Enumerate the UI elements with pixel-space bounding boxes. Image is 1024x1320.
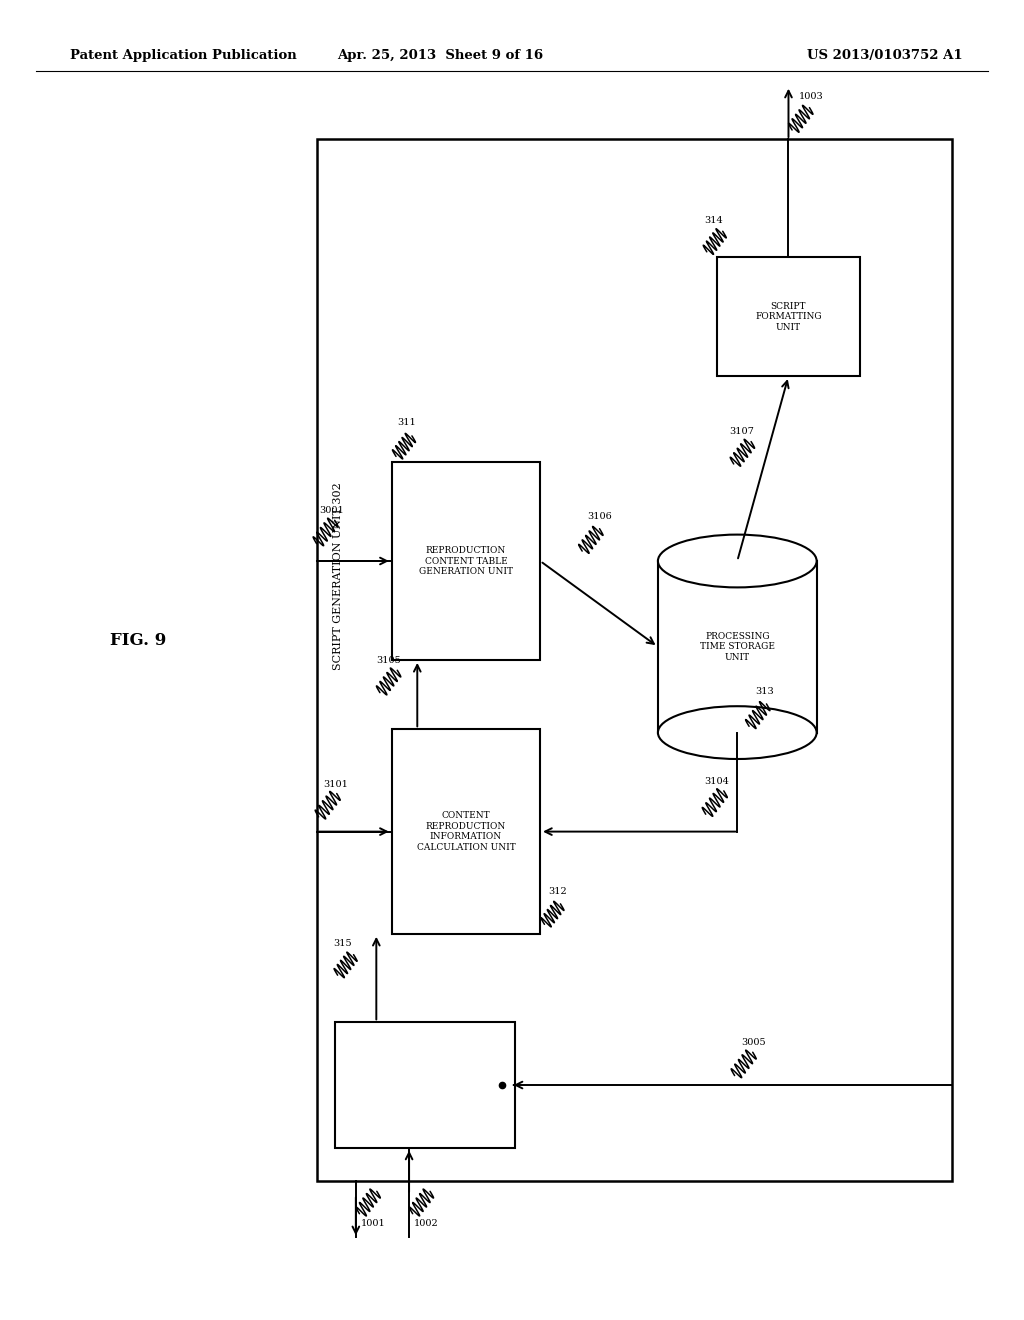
Text: 314: 314 — [705, 216, 723, 224]
Text: 315: 315 — [334, 940, 352, 948]
Text: REPRODUCTION
CONTENT TABLE
GENERATION UNIT: REPRODUCTION CONTENT TABLE GENERATION UN… — [419, 546, 513, 576]
Text: 3105: 3105 — [377, 656, 401, 665]
Text: 1003: 1003 — [799, 92, 823, 100]
Text: 1002: 1002 — [414, 1220, 439, 1228]
FancyBboxPatch shape — [717, 257, 860, 376]
FancyBboxPatch shape — [391, 729, 541, 935]
Text: 3005: 3005 — [741, 1039, 766, 1047]
Text: Patent Application Publication: Patent Application Publication — [70, 49, 296, 62]
Text: 3104: 3104 — [705, 777, 729, 785]
Text: Apr. 25, 2013  Sheet 9 of 16: Apr. 25, 2013 Sheet 9 of 16 — [337, 49, 544, 62]
FancyBboxPatch shape — [317, 139, 952, 1181]
Ellipse shape — [657, 535, 817, 587]
Text: SCRIPT
FORMATTING
UNIT: SCRIPT FORMATTING UNIT — [755, 302, 822, 331]
Text: PROCESSING
TIME STORAGE
UNIT: PROCESSING TIME STORAGE UNIT — [699, 632, 775, 661]
Text: 312: 312 — [549, 887, 567, 896]
Text: CONTENT
REPRODUCTION
INFORMATION
CALCULATION UNIT: CONTENT REPRODUCTION INFORMATION CALCULA… — [417, 812, 515, 851]
FancyBboxPatch shape — [391, 462, 541, 660]
FancyBboxPatch shape — [657, 561, 817, 733]
Text: 1001: 1001 — [361, 1220, 386, 1228]
Text: 313: 313 — [756, 686, 774, 696]
Text: 3107: 3107 — [729, 428, 754, 436]
Text: FIG. 9: FIG. 9 — [111, 632, 166, 648]
Text: 3101: 3101 — [324, 780, 348, 788]
Text: US 2013/0103752 A1: US 2013/0103752 A1 — [807, 49, 963, 62]
Ellipse shape — [657, 706, 817, 759]
Text: 311: 311 — [397, 418, 416, 426]
Text: SCRIPT GENERATION UNIT 302: SCRIPT GENERATION UNIT 302 — [333, 483, 343, 671]
Text: 3001: 3001 — [319, 507, 344, 515]
FancyBboxPatch shape — [336, 1022, 514, 1147]
Text: 3106: 3106 — [587, 512, 611, 520]
